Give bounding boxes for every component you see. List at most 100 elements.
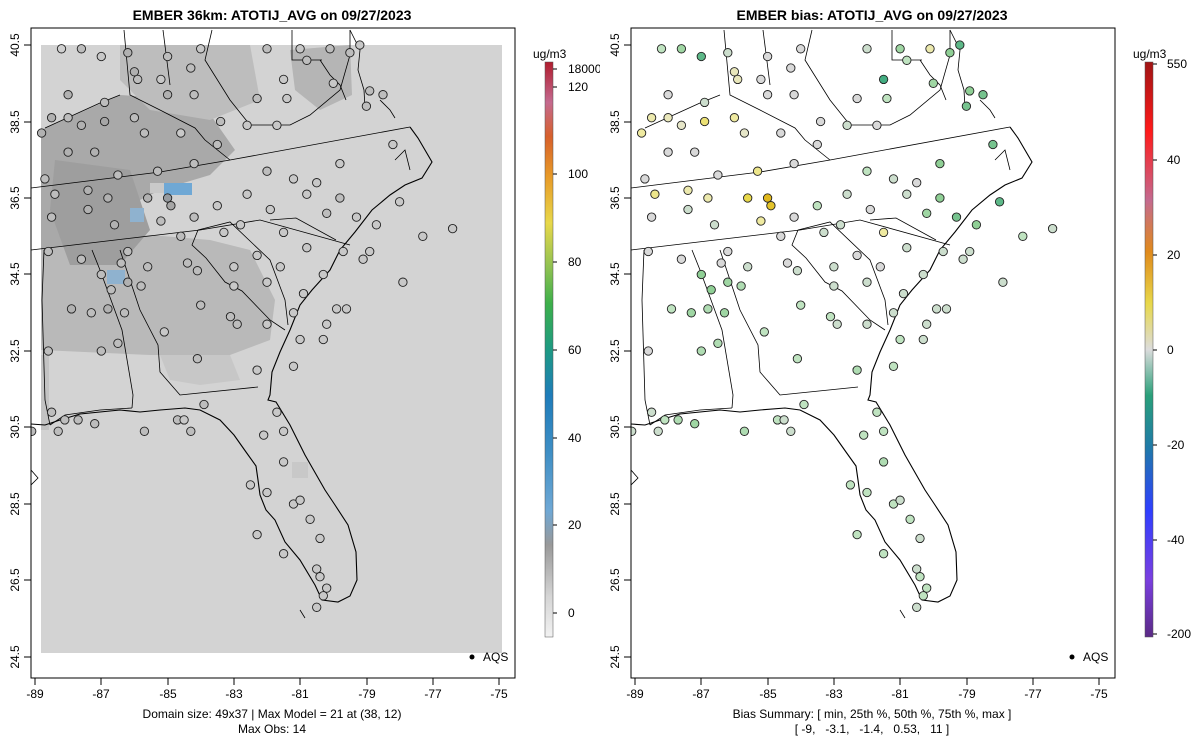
station-marker — [298, 288, 309, 299]
station-marker — [835, 220, 846, 230]
station-marker — [355, 40, 365, 50]
station-marker — [46, 407, 57, 417]
station-marker — [888, 308, 899, 318]
lat-tick-label: 30.5 — [608, 415, 622, 439]
station-marker — [878, 426, 889, 436]
station-marker — [63, 113, 73, 123]
station-marker — [252, 250, 262, 261]
station-marker — [232, 319, 242, 329]
station-marker — [922, 583, 932, 593]
left-map-legend: AQS — [469, 650, 508, 664]
station-marker — [179, 415, 189, 425]
station-marker — [862, 319, 872, 329]
lat-tick-label: 26.5 — [8, 568, 22, 592]
station-marker — [922, 319, 932, 329]
station-marker — [143, 193, 153, 203]
left-colorbar-tick-label: 60 — [568, 343, 582, 357]
station-marker — [46, 212, 57, 222]
station-marker — [312, 564, 322, 574]
station-marker — [646, 407, 657, 417]
station-marker — [262, 166, 272, 176]
left-colorbar-tick-label: 80 — [568, 255, 582, 269]
station-marker — [302, 189, 312, 199]
station-marker — [842, 120, 852, 130]
station-marker — [235, 220, 246, 230]
station-marker — [965, 246, 975, 257]
station-marker — [116, 258, 126, 268]
station-marker — [73, 415, 83, 425]
right-colorbar-ramp — [1144, 61, 1154, 638]
right-colorbar-unit: ug/m3 — [1133, 47, 1167, 61]
lat-tick-label: 32.5 — [8, 339, 22, 363]
station-marker — [176, 231, 186, 241]
station-marker — [912, 564, 922, 574]
station-marker — [328, 78, 338, 88]
station-marker — [696, 346, 706, 356]
station-marker — [302, 55, 312, 65]
station-marker — [43, 246, 53, 257]
lat-tick-label: 26.5 — [608, 568, 622, 592]
station-marker — [109, 220, 120, 230]
right-footer-bias-header: Bias Summary: [ min, 25th %, 50th %, 75t… — [733, 707, 1012, 721]
right-map-panel: EMBER bias: ATOTIJ_AVG on 09/27/2023 — [608, 7, 1191, 736]
left-footer-domain-info: Domain size: 49x37 | Max Model = 21 at (… — [143, 707, 402, 721]
station-marker — [371, 220, 382, 230]
station-marker — [272, 120, 282, 130]
station-marker — [96, 51, 106, 62]
right-colorbar: ug/m3 550 40 20 0 -20 -40 -200 — [1133, 47, 1191, 641]
station-marker — [186, 63, 196, 73]
station-marker — [938, 246, 948, 257]
left-colorbar-tick-label: 0 — [568, 606, 575, 620]
station-marker — [918, 334, 928, 345]
station-marker — [162, 51, 173, 62]
station-marker — [862, 166, 872, 176]
station-marker — [709, 220, 720, 230]
station-marker — [918, 269, 928, 280]
station-marker — [245, 480, 256, 490]
station-marker — [743, 193, 753, 203]
station-marker — [756, 74, 766, 85]
left-lat-axis — [24, 44, 32, 658]
station-marker — [955, 40, 965, 50]
station-marker — [683, 185, 693, 195]
station-marker — [335, 193, 345, 203]
right-colorbar-tick-label: -40 — [1167, 533, 1185, 547]
station-marker — [152, 166, 163, 176]
station-marker — [918, 591, 928, 601]
lat-tick-label: 38.5 — [608, 110, 622, 134]
left-colorbar-tick-label: 18000 — [568, 62, 600, 76]
station-marker — [842, 189, 852, 199]
station-marker — [888, 361, 899, 371]
station-marker — [878, 549, 889, 559]
left-colorbar-ramp — [544, 61, 554, 638]
station-marker — [636, 128, 647, 138]
station-marker — [961, 101, 972, 111]
station-marker — [845, 480, 856, 490]
station-marker — [895, 334, 905, 345]
aqs-legend-label: AQS — [483, 650, 508, 664]
left-colorbar-tick-label: 120 — [568, 80, 588, 94]
lon-tick-label: -89 — [26, 687, 44, 701]
lat-tick-label: 24.5 — [608, 645, 622, 669]
station-marker — [690, 419, 700, 429]
lon-tick-label: -85 — [159, 687, 177, 701]
station-marker — [915, 572, 925, 582]
lon-tick-label: -85 — [759, 687, 777, 701]
station-marker — [351, 212, 362, 222]
station-marker — [295, 495, 305, 505]
aqs-legend-label: AQS — [1083, 650, 1108, 664]
station-marker — [288, 361, 299, 371]
station-marker — [196, 44, 206, 54]
station-marker — [139, 426, 150, 436]
station-marker — [862, 44, 872, 54]
right-colorbar-tick-label: -20 — [1167, 438, 1185, 452]
lon-tick-label: -89 — [626, 687, 644, 701]
station-marker — [325, 44, 335, 54]
station-marker — [666, 304, 677, 314]
station-marker — [631, 426, 637, 436]
left-footer-max-obs: Max Obs: 14 — [238, 722, 306, 736]
station-marker — [278, 426, 289, 436]
lon-tick-label: -75 — [1090, 687, 1108, 701]
station-marker — [978, 90, 988, 100]
station-marker — [365, 86, 375, 96]
